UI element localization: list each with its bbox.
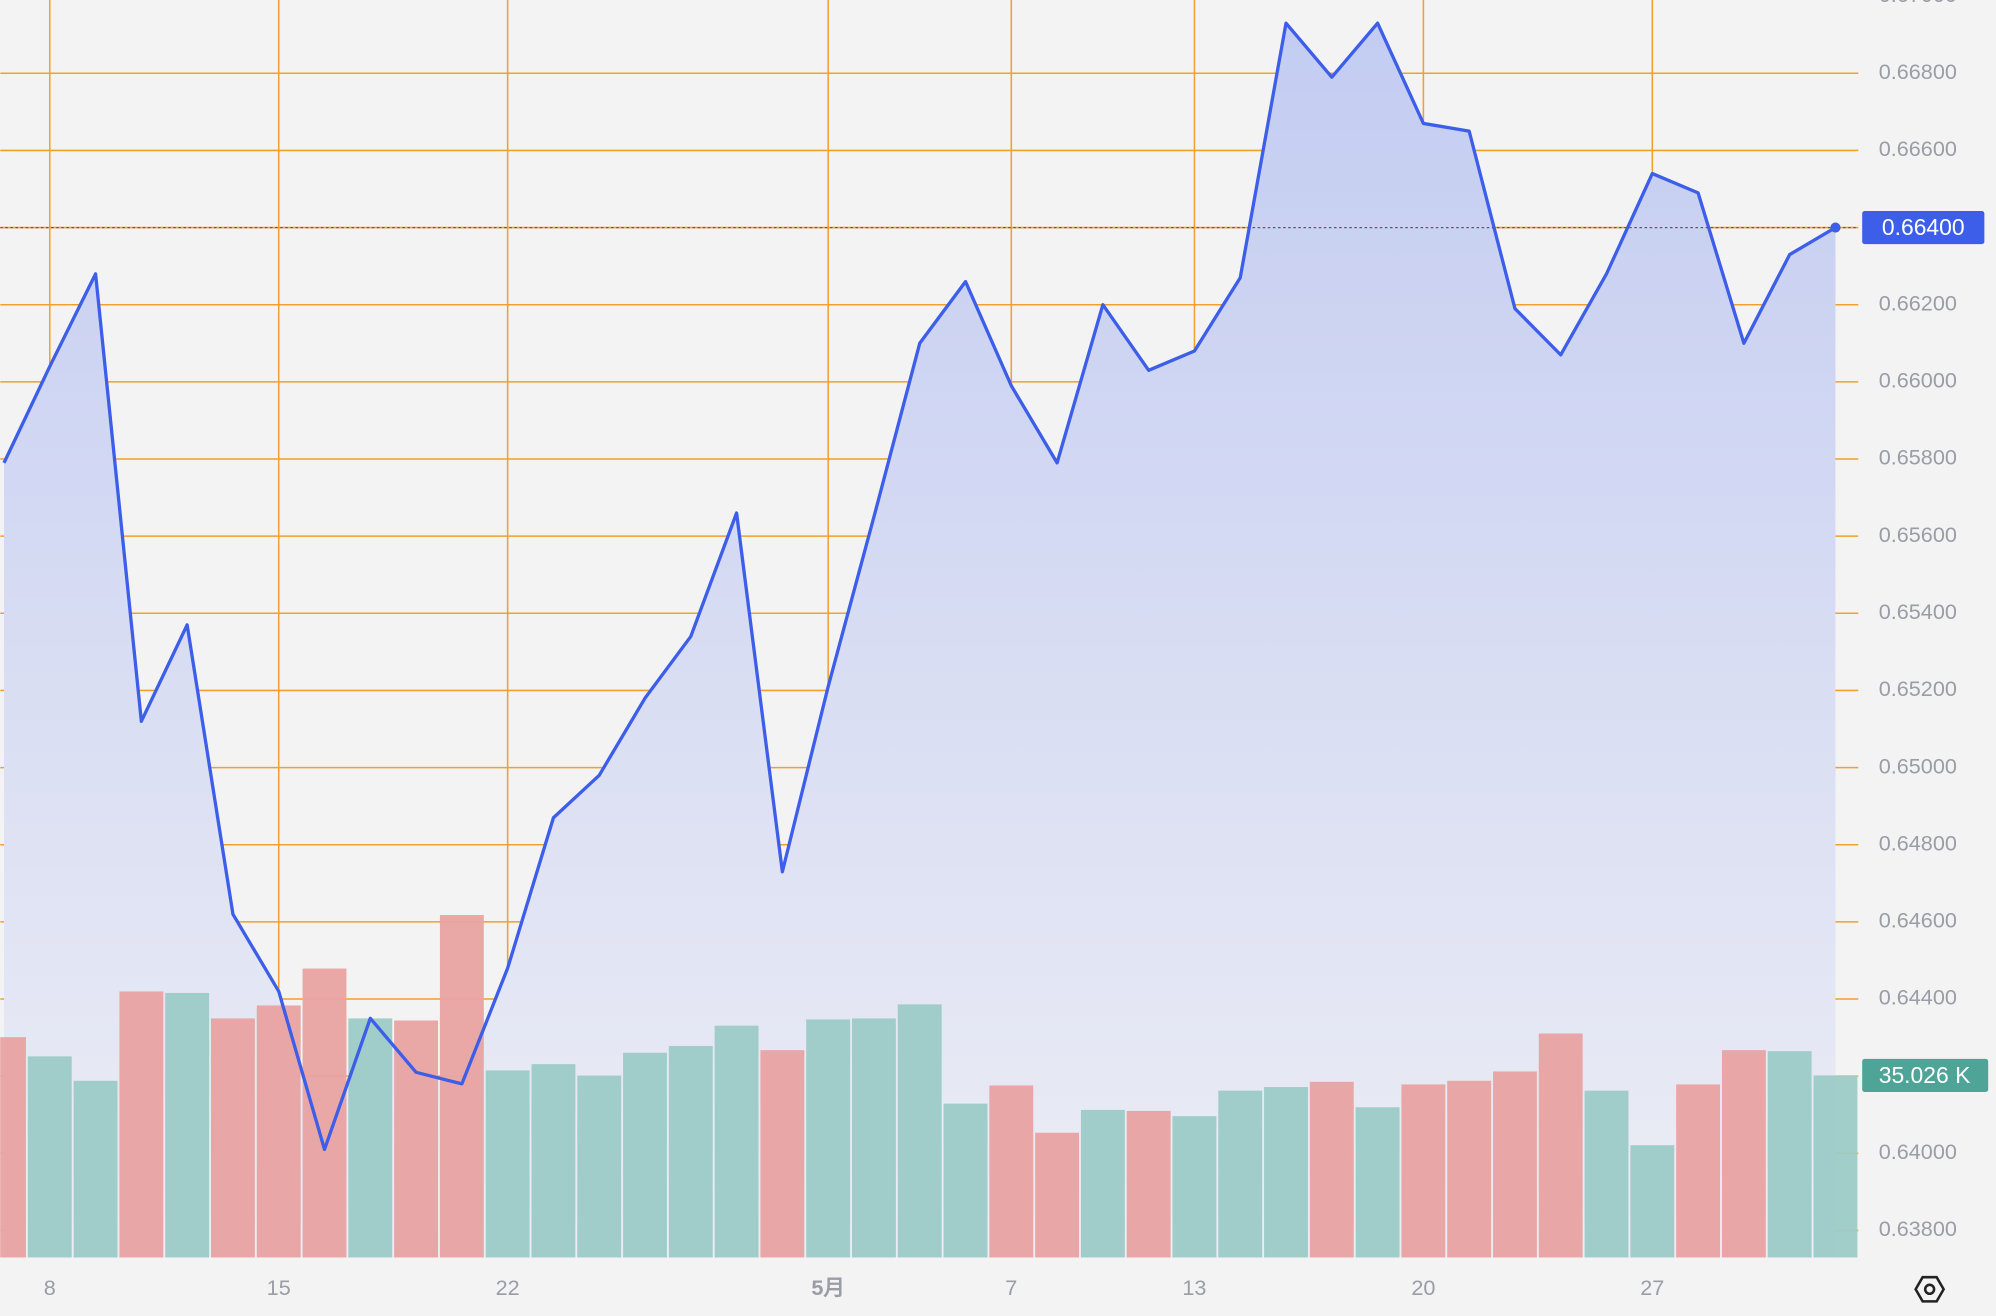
x-tick-label: 8 bbox=[44, 1275, 56, 1300]
volume-bar bbox=[485, 1070, 530, 1258]
volume-bar bbox=[1493, 1071, 1537, 1258]
y-tick-label: 0.66800 bbox=[1879, 59, 1957, 84]
volume-bar bbox=[73, 1080, 118, 1258]
volume-bar bbox=[1355, 1107, 1400, 1258]
volume-bar bbox=[1172, 1116, 1217, 1258]
volume-bar bbox=[439, 915, 484, 1258]
volume-bar bbox=[714, 1025, 759, 1258]
x-tick-label: 13 bbox=[1182, 1275, 1206, 1300]
y-tick-label: 0.65400 bbox=[1879, 599, 1957, 624]
price-label-box bbox=[1862, 211, 1985, 245]
y-tick-label: 0.66600 bbox=[1879, 136, 1957, 161]
y-tick-label: 0.64800 bbox=[1879, 830, 1957, 855]
volume-bar bbox=[1721, 1050, 1766, 1258]
volume-bar bbox=[119, 991, 164, 1258]
axes: 0.638000.640000.642000.644000.646000.648… bbox=[44, 0, 1989, 1300]
settings-button[interactable] bbox=[1914, 1275, 1946, 1303]
price-label: 0.66400 bbox=[1882, 214, 1965, 240]
volume-bar bbox=[1309, 1081, 1354, 1258]
volume-bar bbox=[1767, 1051, 1812, 1258]
last-point bbox=[1830, 222, 1841, 233]
settings-icon bbox=[1914, 1275, 1946, 1303]
volume-bar bbox=[852, 1018, 896, 1258]
volume-bar bbox=[897, 1004, 942, 1258]
area bbox=[3, 23, 1836, 1258]
volume-bar bbox=[531, 1064, 576, 1258]
volume-bar bbox=[1035, 1132, 1080, 1258]
volume-bar bbox=[1584, 1090, 1629, 1258]
volume-bar bbox=[1126, 1110, 1171, 1258]
settings-icon-center bbox=[1923, 1283, 1936, 1295]
volume-bar bbox=[348, 1018, 393, 1258]
volume-bar bbox=[210, 1018, 255, 1258]
volume-bar bbox=[989, 1085, 1034, 1258]
y-tick-label: 0.63800 bbox=[1879, 1216, 1957, 1241]
x-tick-label: 27 bbox=[1640, 1275, 1664, 1300]
volume-bar bbox=[1813, 1075, 1858, 1258]
volume-bar bbox=[806, 1019, 851, 1258]
volume-bar bbox=[27, 1056, 72, 1258]
volume-bar bbox=[394, 1020, 439, 1258]
volume-label-box bbox=[1862, 1058, 1989, 1093]
x-tick-label: 5月 bbox=[811, 1275, 845, 1300]
volume-bar bbox=[1676, 1084, 1721, 1258]
volume-bar bbox=[668, 1045, 713, 1258]
y-tick-label: 0.64600 bbox=[1879, 908, 1957, 933]
y-tick-label: 0.64400 bbox=[1879, 985, 1957, 1010]
y-tick-label: 0.65200 bbox=[1879, 676, 1957, 701]
volume-bar bbox=[165, 992, 210, 1258]
price-line bbox=[2, 21, 1837, 1152]
x-tick-label: 22 bbox=[496, 1275, 520, 1300]
x-tick-label: 15 bbox=[267, 1275, 291, 1300]
x-tick-label: 7 bbox=[1005, 1275, 1017, 1300]
volume-bar bbox=[1630, 1145, 1675, 1258]
volume-label: 35.026 K bbox=[1879, 1062, 1971, 1088]
plot-area bbox=[0, 0, 1859, 1258]
volume-bar bbox=[1080, 1109, 1125, 1258]
volume-bar bbox=[577, 1075, 622, 1258]
y-tick-label: 0.65600 bbox=[1879, 522, 1957, 547]
volume-bar bbox=[1401, 1084, 1446, 1258]
volume-bar bbox=[0, 1037, 26, 1258]
volume-bar bbox=[302, 968, 347, 1258]
y-tick-label: 0.64000 bbox=[1879, 1139, 1957, 1164]
volume-bar bbox=[943, 1103, 988, 1258]
volume-bar bbox=[1264, 1087, 1308, 1258]
volume-bar bbox=[623, 1052, 667, 1258]
y-tick-label: 0.66000 bbox=[1879, 368, 1957, 393]
y-tick-label: 0.67000 bbox=[1879, 0, 1957, 7]
y-tick-label: 0.66200 bbox=[1879, 290, 1957, 315]
x-tick-label: 20 bbox=[1411, 1275, 1435, 1300]
volume-bar bbox=[760, 1050, 805, 1258]
y-tick-label: 0.65800 bbox=[1879, 445, 1957, 470]
volume-bar bbox=[1538, 1033, 1583, 1258]
y-tick-label: 0.65000 bbox=[1879, 753, 1957, 778]
volume-bar bbox=[1218, 1090, 1263, 1258]
volume-bar bbox=[1447, 1080, 1492, 1258]
